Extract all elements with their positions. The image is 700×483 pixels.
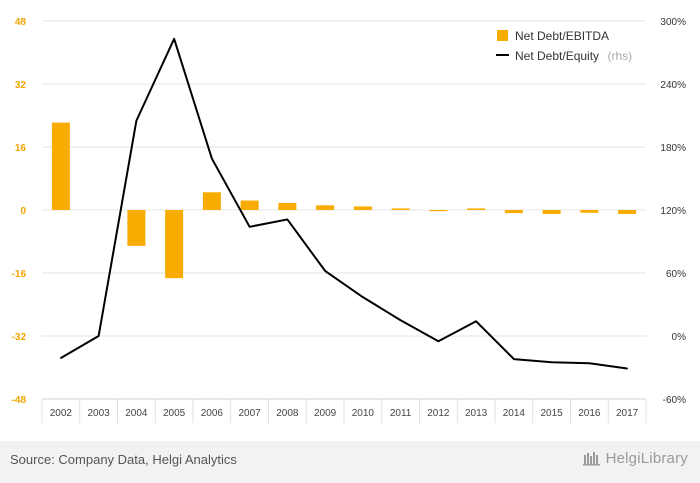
left-tick-label: -32 [12, 332, 27, 343]
x-tick-label: 2015 [541, 408, 564, 419]
line-point [97, 335, 100, 337]
left-tick-label: 16 [15, 143, 27, 154]
left-tick-label: 0 [20, 206, 26, 217]
line-point [211, 157, 213, 160]
line-point [588, 362, 591, 365]
right-tick-label: 180% [660, 143, 686, 154]
line-point [475, 320, 477, 323]
line-point [550, 361, 553, 364]
legend-line-suffix: (rhs) [608, 49, 633, 63]
bar [467, 208, 486, 210]
x-tick-label: 2011 [390, 408, 412, 419]
bar [127, 210, 146, 246]
x-tick-label: 2013 [465, 408, 488, 419]
x-tick-label: 2004 [125, 408, 148, 419]
right-tick-label: 60% [666, 269, 686, 280]
brand-logo: HelgiLibrary [582, 450, 688, 467]
line-point [173, 38, 175, 40]
brand-name: HelgiLibrary [605, 450, 688, 467]
x-tick-label: 2014 [503, 408, 526, 419]
footer: Source: Company Data, Helgi Analytics He… [0, 441, 700, 483]
bar [580, 210, 599, 213]
bar [429, 210, 448, 212]
legend: Net Debt/EBITDA Net Debt/Equity (rhs) [496, 29, 632, 64]
right-tick-label: 300% [660, 17, 686, 28]
x-tick-label: 2010 [352, 408, 375, 419]
line-point [437, 340, 440, 343]
bar [240, 200, 259, 210]
bar [542, 210, 561, 214]
library-icon [582, 452, 600, 466]
right-tick-label: 120% [660, 206, 686, 217]
line-point [626, 367, 628, 370]
x-tick-label: 2009 [314, 408, 337, 419]
line-point [286, 218, 289, 221]
right-tick-label: -60% [663, 395, 686, 406]
x-tick-label: 2016 [578, 408, 601, 419]
line-point [399, 319, 402, 322]
x-tick-label: 2006 [201, 408, 224, 419]
bar [202, 192, 221, 210]
bar [165, 210, 184, 279]
line-path [60, 37, 628, 370]
bar [504, 210, 523, 214]
bar [391, 208, 410, 210]
line-point [362, 296, 364, 298]
legend-swatch-bar [497, 30, 508, 41]
left-tick-label: -16 [12, 269, 27, 280]
bar [278, 202, 297, 210]
gridlines [42, 20, 646, 337]
x-tick-label: 2017 [616, 408, 639, 419]
x-tick-label: 2012 [427, 408, 450, 419]
x-tick-label: 2008 [276, 408, 299, 419]
legend-label-bar: Net Debt/EBITDA [515, 29, 609, 43]
line-point [60, 357, 62, 359]
bar [618, 210, 637, 214]
bar [353, 206, 372, 210]
left-tick-label: 48 [15, 17, 27, 28]
x-tick-label: 2007 [239, 408, 262, 419]
x-tick-label: 2002 [50, 408, 73, 419]
bar [316, 205, 335, 210]
bar-series [51, 122, 637, 279]
line-series [60, 37, 628, 370]
combo-chart: 48 300% 32 240% 16 180% 0 120% -16 60% -32 0% -48 -60… [12, 17, 687, 423]
right-tick-label: 240% [660, 80, 686, 91]
x-tick-label: 2005 [163, 408, 186, 419]
legend-line-name: Net Debt/Equity [515, 49, 599, 63]
x-tick-label: 2003 [88, 408, 111, 419]
bar [51, 122, 70, 210]
line-point [135, 119, 138, 122]
left-tick-label: 32 [15, 80, 27, 91]
legend-label-line: Net Debt/Equity (rhs) [515, 47, 632, 64]
line-point [248, 226, 251, 228]
left-tick-label: -48 [12, 395, 27, 406]
right-tick-label: 0% [672, 332, 687, 343]
source-note: Source: Company Data, Helgi Analytics [10, 452, 237, 467]
line-point [324, 270, 326, 272]
line-point [513, 358, 515, 360]
axes: 48 300% 32 240% 16 180% 0 120% -16 60% -32 0% -48 -60… [12, 17, 687, 423]
